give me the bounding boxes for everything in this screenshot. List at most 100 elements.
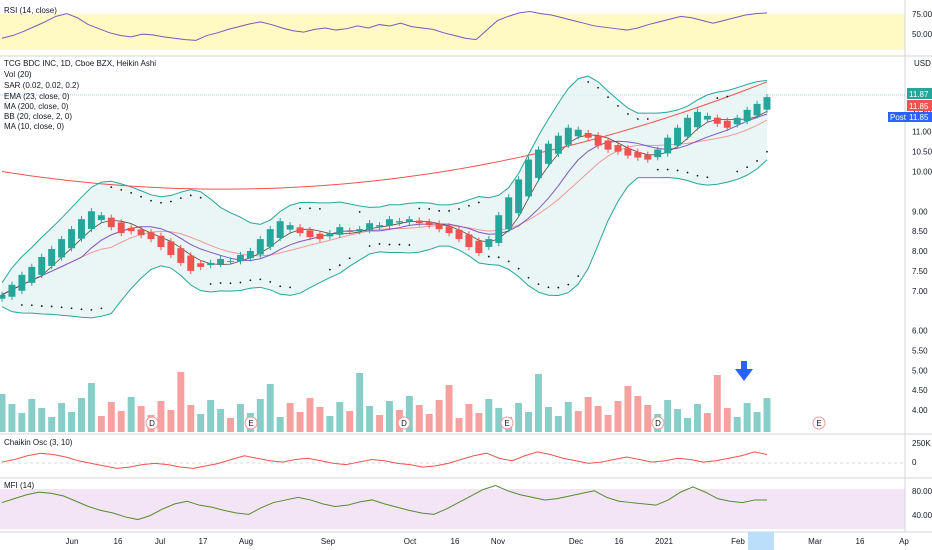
candle xyxy=(246,251,254,259)
sar-dot xyxy=(587,81,590,83)
candle xyxy=(127,227,135,232)
sar-dot xyxy=(40,305,43,307)
price-tick: 5.00 xyxy=(912,366,928,375)
volume-bar xyxy=(415,405,423,432)
rsi-tick-75: 75.00 xyxy=(912,10,932,19)
price-badge-prev-bg xyxy=(907,100,932,111)
candle xyxy=(336,227,344,235)
sar-dot xyxy=(468,204,470,207)
candle xyxy=(753,103,761,116)
volume-bar xyxy=(48,417,56,432)
event-circle xyxy=(651,416,665,430)
volume-bar xyxy=(475,413,483,432)
sar-dot xyxy=(547,286,550,289)
event-label: E xyxy=(504,419,509,428)
candle xyxy=(674,127,682,146)
sar-dot xyxy=(408,244,411,246)
price-badge-prev: 11.85 xyxy=(907,100,932,111)
volume-bar xyxy=(495,408,503,432)
sar-dot xyxy=(666,168,669,171)
sar-dot xyxy=(279,285,282,288)
time-tick: 16 xyxy=(114,537,123,546)
candle xyxy=(217,258,225,265)
event-marker: E xyxy=(244,416,258,430)
volume-bar xyxy=(18,413,26,432)
price-tick: 7.00 xyxy=(912,287,928,296)
sar-dot xyxy=(766,150,768,153)
volume-bar xyxy=(107,402,115,432)
sar-dot xyxy=(299,207,301,210)
sar-dot xyxy=(140,195,142,198)
sar-dot xyxy=(418,207,421,210)
sar-dot xyxy=(328,268,331,271)
mfi-band xyxy=(0,489,905,529)
sar-dot xyxy=(656,168,659,171)
mfi-tick-40: 40.00 xyxy=(912,511,932,520)
candle xyxy=(445,226,453,234)
event-circle xyxy=(812,416,826,430)
candle xyxy=(207,262,215,266)
sar-dot xyxy=(150,199,152,202)
candle xyxy=(18,274,26,291)
volume-bar xyxy=(87,383,95,432)
candle xyxy=(356,229,364,232)
sar-dot xyxy=(110,186,113,189)
candle xyxy=(326,233,334,237)
volume-bar xyxy=(584,397,592,432)
sar-dot xyxy=(20,304,23,306)
volume-bar xyxy=(604,415,612,432)
candle xyxy=(733,117,741,125)
candle xyxy=(743,109,751,122)
time-tick: Feb xyxy=(731,537,745,546)
price-tick: 6.00 xyxy=(912,327,928,336)
sar-dot xyxy=(726,95,729,98)
volume-bar xyxy=(713,375,721,432)
candle xyxy=(0,294,6,299)
volume-bar xyxy=(376,415,384,432)
sar-dot xyxy=(577,275,580,278)
candle xyxy=(435,223,443,230)
currency-label: USD xyxy=(914,59,931,68)
candle xyxy=(276,221,284,238)
sar-dot xyxy=(607,96,609,99)
sar-dot xyxy=(428,208,431,210)
event-circle xyxy=(145,416,159,430)
sar-dot xyxy=(736,170,739,173)
volume-bar xyxy=(733,417,741,432)
sar-dot xyxy=(120,188,123,191)
volume-bar xyxy=(684,418,691,432)
study-ma10: MA (10, close, 0) xyxy=(4,122,64,131)
candle xyxy=(316,233,324,240)
candle xyxy=(693,111,701,128)
candle xyxy=(703,115,711,120)
chart-title: TCG BDC INC, 1D, Cboe BZX, Heikin Ashi xyxy=(4,59,156,68)
sar-dot xyxy=(527,276,530,279)
candle xyxy=(68,229,76,249)
candle xyxy=(38,256,46,275)
candle xyxy=(654,149,662,158)
rsi-band xyxy=(0,14,905,50)
sar-dot xyxy=(130,192,133,194)
volume-bar xyxy=(286,403,294,432)
sar-dot xyxy=(597,86,600,89)
volume-bar xyxy=(485,399,493,432)
price-tick: 11.00 xyxy=(912,128,932,137)
candle xyxy=(495,215,503,243)
rsi-tick-50: 50.00 xyxy=(912,30,932,39)
candle xyxy=(385,219,393,226)
event-circle xyxy=(500,416,514,430)
volume-bar xyxy=(0,394,6,432)
candle xyxy=(505,197,513,230)
event-marker: D xyxy=(145,416,159,430)
volume-bar xyxy=(435,400,443,432)
volume-bar xyxy=(266,384,274,432)
mfi-pane-label: MFI (14) xyxy=(4,481,35,490)
event-marker: E xyxy=(500,416,514,430)
price-tick: 8.50 xyxy=(912,227,928,236)
sar-dot xyxy=(636,118,639,120)
candle xyxy=(157,235,165,248)
volume-bar xyxy=(217,409,225,432)
price-tick: 4.00 xyxy=(912,406,928,415)
study-ema: EMA (23, close, 0) xyxy=(4,92,70,101)
volume-bar xyxy=(227,418,234,432)
